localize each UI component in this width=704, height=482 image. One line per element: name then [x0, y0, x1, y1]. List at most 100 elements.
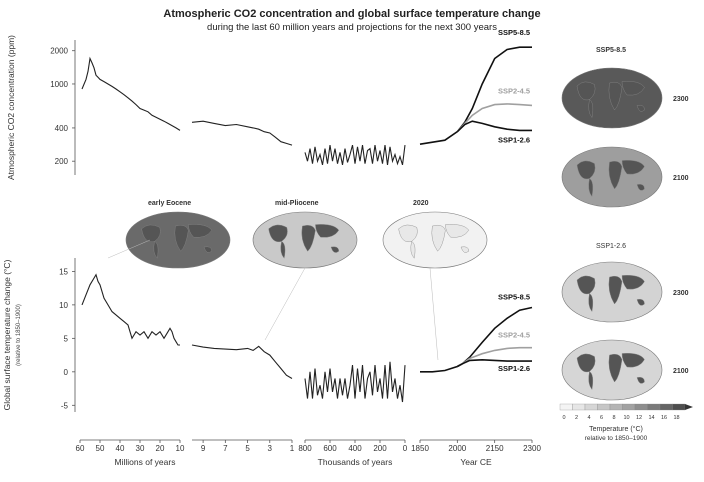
map-early-eocene-continent	[153, 241, 159, 259]
map-label-top: early Eocene	[148, 200, 191, 207]
map-ssp126-2300-continent	[588, 293, 594, 312]
map-ssp585-2300-continent	[608, 81, 623, 111]
xtick-label: 0	[403, 444, 408, 453]
co2-ytick-label: 400	[55, 124, 69, 133]
temp-ytick-label: -5	[61, 401, 69, 410]
xtick-label: 50	[96, 444, 105, 453]
colorbar-cell	[559, 403, 573, 411]
figure-subtitle: during the last 60 million years and pro…	[207, 22, 497, 33]
xlabel-segment-0: Millions of years	[115, 457, 176, 467]
map-early-eocene-continent	[141, 224, 161, 243]
map-ssp585-2100-continent	[621, 160, 645, 175]
xtick-label: 400	[348, 444, 362, 453]
xtick-label: 2000	[448, 444, 466, 453]
ssp126-maps-header: SSP1-2.6	[596, 243, 626, 250]
legend-subtitle: relative to 1850–1900	[585, 435, 648, 442]
temp-ytick-label: 5	[64, 334, 69, 343]
figure-title: Atmospheric CO2 concentration and global…	[163, 8, 541, 20]
xtick-label: 1	[290, 444, 295, 453]
xtick-label: 60	[76, 444, 85, 453]
legend-title: Temperature (°C)	[589, 425, 643, 433]
co2-series-ssp5-85	[419, 46, 532, 145]
temp-history-line-0	[81, 273, 180, 346]
xtick-label: 200	[373, 444, 387, 453]
colorbar-cell	[634, 403, 648, 411]
map-ssp126-2300-continent	[608, 275, 623, 305]
xtick-label: 7	[223, 444, 228, 453]
co2-ylabel: Atmospheric CO2 concentration (ppm)	[6, 35, 16, 180]
temp-ylabel-sub: (relative to 1850–1900)	[16, 304, 22, 366]
temp-ytick-label: 10	[59, 301, 68, 310]
colorbar-arrow-icon	[685, 404, 693, 410]
map-mid-pliocene-continent	[268, 224, 288, 243]
map-ssp585-2100-continent	[588, 178, 594, 197]
colorbar-cell	[584, 403, 598, 411]
map-connector-line	[264, 267, 306, 341]
map-ssp126-2100-continent	[608, 353, 623, 383]
map-ssp126-2100-continent	[588, 371, 594, 390]
map-mid-pliocene-continent	[301, 225, 316, 252]
map-year-label: 2100	[673, 368, 689, 375]
xtick-label: 9	[201, 444, 206, 453]
xtick-label: 2150	[486, 444, 504, 453]
map-ssp585-2100-continent	[608, 160, 623, 190]
temp-history-line-1	[191, 344, 293, 379]
temp-label-ssp2-45: SSP2-4.5	[498, 331, 530, 340]
map-label-top: 2020	[413, 200, 429, 207]
map-2020-continent	[445, 224, 470, 238]
xtick-label: 10	[176, 444, 185, 453]
xtick-label: 40	[116, 444, 125, 453]
co2-series-ssp1-26	[456, 120, 532, 133]
map-ssp126-2100	[561, 339, 663, 401]
map-mid-pliocene	[252, 211, 358, 269]
colorbar-tick-label: 2	[575, 415, 578, 421]
co2-label-ssp5-85: SSP5-8.5	[498, 28, 530, 37]
map-mid-pliocene-continent	[330, 246, 340, 253]
temp-history-line-2	[304, 361, 406, 403]
temp-label-ssp5-85: SSP5-8.5	[498, 293, 530, 302]
colorbar-cell	[672, 403, 686, 411]
map-2020-continent	[460, 246, 470, 253]
co2-panel: 2000 1000 400 200 Atmospheric CO2 concentrat…	[6, 28, 533, 180]
colorbar-tick-label: 0	[562, 415, 565, 421]
map-ssp585-2300-continent	[588, 99, 594, 118]
map-2020	[382, 211, 488, 269]
map-connector-line	[429, 267, 439, 361]
map-ssp585-2300	[561, 67, 663, 129]
colorbar-cell	[572, 403, 586, 411]
colorbar-tick-label: 12	[636, 415, 642, 421]
colorbar-cell	[659, 403, 673, 411]
xtick-label: 20	[156, 444, 165, 453]
xlabel-segment-3: Year CE	[460, 457, 492, 467]
co2-label-ssp1-26: SSP1-2.6	[498, 135, 530, 144]
map-year-label: 2100	[673, 175, 689, 182]
xtick-label: 1850	[411, 444, 429, 453]
map-ssp126-2100-continent	[576, 353, 596, 373]
map-2020-continent	[431, 225, 446, 252]
temp-label-ssp1-26: SSP1-2.6	[498, 364, 530, 373]
map-ssp126-2300-continent	[636, 299, 645, 306]
temperature-legend: 0 2 4 6 8 10 12 14 16 18 Temperature (°C) relative …	[559, 403, 693, 442]
map-year-label: 2300	[673, 96, 689, 103]
temp-ytick-label: 0	[64, 368, 69, 377]
colorbar-tick-label: 16	[661, 415, 667, 421]
map-ssp585-2100-continent	[576, 160, 596, 180]
map-ssp585-2300-continent	[576, 81, 596, 101]
map-2020-continent	[398, 224, 418, 243]
map-early-eocene	[125, 211, 231, 269]
map-ssp126-2300-continent	[621, 275, 645, 290]
temp-series-ssp1-26	[456, 358, 532, 368]
map-ssp585-2100	[561, 146, 663, 208]
xtick-label: 600	[323, 444, 337, 453]
xtick-label: 3	[268, 444, 273, 453]
xtick-label: 5	[245, 444, 250, 453]
map-connector-line	[107, 239, 151, 259]
co2-history-line-1	[191, 120, 293, 146]
co2-ytick-label: 200	[55, 157, 69, 166]
ssp585-maps-header: SSP5-8.5	[596, 47, 626, 54]
xtick-label: 2300	[523, 444, 541, 453]
colorbar-cell	[647, 403, 661, 411]
colorbar-cell	[609, 403, 623, 411]
